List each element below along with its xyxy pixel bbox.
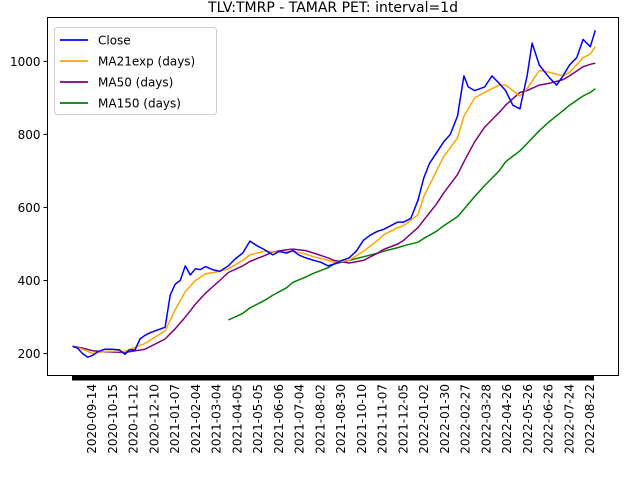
x-tick-marks: [72, 376, 594, 381]
legend-label-ma50-days: MA50 (days): [98, 76, 173, 90]
series-line-close: [72, 30, 597, 358]
x-tick-label: 2021-05-05: [251, 384, 265, 454]
series-line-ma150-days: [227, 88, 596, 321]
x-tick-label: 2022-08-22: [583, 384, 597, 454]
x-tick-label: 2022-05-26: [521, 384, 535, 454]
series-line-ma21exp-days: [72, 46, 596, 355]
series-layer: [72, 30, 597, 358]
x-tick-label: 2021-08-02: [313, 384, 327, 454]
x-tick-label: 2022-01-02: [417, 384, 431, 454]
x-axis-ticks: 2020-09-14 2020-10-15 2020-11-12 2020-12-10…: [72, 376, 597, 454]
series-line-ma50-days: [72, 62, 596, 354]
x-tick-label: 2021-01-07: [168, 384, 182, 454]
x-tick-label: 2020-10-15: [106, 384, 120, 454]
x-tick-label: 2020-12-10: [147, 384, 161, 454]
x-tick-label: 2021-02-04: [189, 384, 203, 454]
legend-box: [54, 27, 217, 115]
x-tick-label: 2020-11-12: [127, 384, 141, 454]
x-tick-label: 2021-08-30: [334, 384, 348, 454]
legend-label-ma21exp-days: MA21exp (days): [98, 55, 195, 69]
x-tick-label: 2021-03-04: [210, 384, 224, 454]
y-tick-label: 200: [18, 347, 41, 361]
x-tick-label: 2022-02-27: [459, 384, 473, 454]
x-tick-label: 2021-06-06: [272, 384, 286, 454]
x-tick-label: 2022-06-26: [542, 384, 556, 454]
x-tick-label: 2022-07-24: [562, 384, 576, 454]
legend: Close MA21exp (days) MA50 (days) MA150 (day…: [54, 27, 217, 115]
x-tick-label: 2022-04-26: [500, 384, 514, 454]
legend-label-close: Close: [98, 34, 131, 48]
x-tick-label: 2022-01-30: [438, 384, 452, 454]
legend-label-ma150-days: MA150 (days): [98, 97, 181, 111]
x-tick-label: 2021-04-05: [230, 384, 244, 454]
y-tick-label: 400: [18, 274, 41, 288]
x-tick-label: 2021-12-05: [396, 384, 410, 454]
y-tick-label: 800: [18, 128, 41, 142]
x-tick-label: 2021-11-07: [376, 384, 390, 454]
y-tick-label: 1000: [10, 55, 41, 69]
y-axis-ticks: 200 400 600 800 1000: [10, 55, 48, 361]
x-tick-label: 2021-07-04: [293, 384, 307, 454]
y-tick-label: 600: [18, 201, 41, 215]
x-tick-label: 2020-09-14: [85, 384, 99, 454]
plot-area-frame: [47, 17, 619, 376]
x-tick-label: 2022-03-28: [479, 384, 493, 454]
chart-title: TLV:TMRP - TAMAR PET: interval=1d: [207, 0, 458, 16]
x-tick-label: 2021-10-10: [355, 384, 369, 454]
